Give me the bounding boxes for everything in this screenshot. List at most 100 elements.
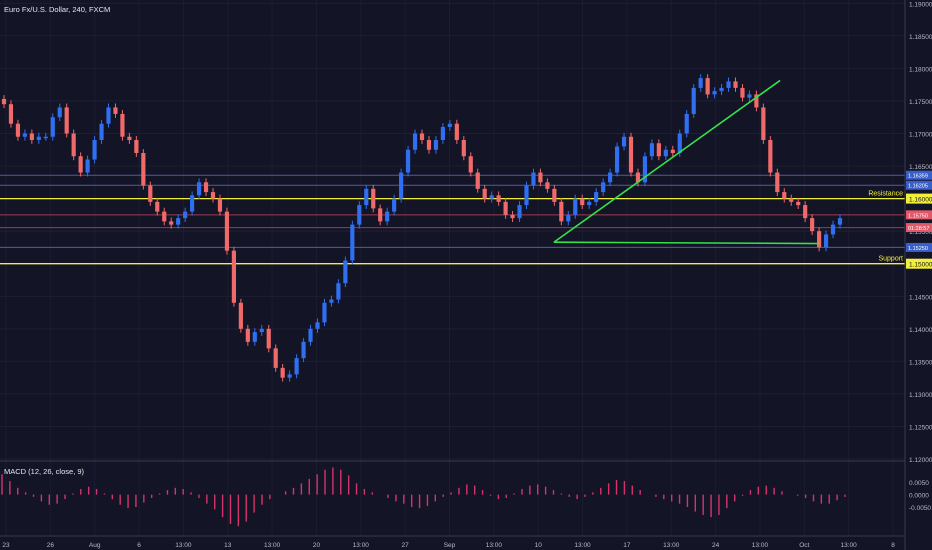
price-tick-label: 1.15500 xyxy=(909,229,932,236)
price-tag-bg xyxy=(906,242,932,252)
candle-body xyxy=(399,172,404,199)
price-tags: 1.16000 1.15000 1.16359 1.16205 1.15750 01:28… xyxy=(906,170,932,269)
trendlines xyxy=(553,79,820,245)
candle-body xyxy=(127,136,132,140)
candle-body xyxy=(719,87,724,92)
candle-body xyxy=(573,198,578,215)
candle-body xyxy=(447,123,452,127)
candle-body xyxy=(8,104,14,124)
candle-body xyxy=(614,146,620,173)
candle-body xyxy=(85,159,90,173)
candle-body xyxy=(691,87,696,114)
candle-body xyxy=(385,211,390,222)
candle-body xyxy=(350,224,355,261)
candle-body xyxy=(357,205,362,225)
candle-body xyxy=(587,201,592,206)
candle-body xyxy=(789,198,794,202)
time-tick-label: 20 xyxy=(313,542,321,549)
candle-body xyxy=(531,172,536,186)
candle-body xyxy=(698,78,703,88)
candle-body xyxy=(712,91,717,95)
candle-body xyxy=(670,149,675,154)
price-tick-label: 1.12000 xyxy=(909,457,932,464)
support-label: Support xyxy=(878,256,903,263)
support-price-tag: 1.15000 xyxy=(909,262,932,269)
candle-body xyxy=(642,156,648,183)
candle-body xyxy=(405,149,411,173)
candle-body xyxy=(308,328,313,342)
time-tick-label: Aug xyxy=(89,542,101,549)
candle-body xyxy=(273,348,278,368)
symbol-title: Euro Fx/U.S. Dollar, 240, FXCM xyxy=(4,5,111,14)
candle-body xyxy=(120,113,125,137)
candle-body xyxy=(747,94,752,98)
candle-body xyxy=(454,123,459,140)
price-tick-label: 1.14500 xyxy=(909,294,932,301)
candle-body xyxy=(294,358,299,375)
candle-body xyxy=(545,182,550,189)
candle-body xyxy=(71,133,76,157)
candle-body xyxy=(677,133,682,154)
candle-body xyxy=(433,139,439,150)
candle-body xyxy=(36,136,41,140)
candle-body xyxy=(461,139,466,157)
candle-body xyxy=(322,302,327,323)
candle-body xyxy=(169,221,174,225)
candle-body xyxy=(684,113,689,134)
candle-body xyxy=(252,332,257,342)
candle-body xyxy=(817,231,822,248)
trendline xyxy=(553,241,820,245)
candle-body xyxy=(378,208,383,222)
price-tag-bg xyxy=(906,210,932,220)
time-tick-label: 13:00 xyxy=(264,542,281,549)
price-tag: 1.15250 xyxy=(908,246,928,252)
candle-body xyxy=(155,201,160,212)
candle-body xyxy=(733,81,738,88)
candle-body xyxy=(64,107,69,134)
candle-body xyxy=(203,182,209,193)
candle-body xyxy=(196,182,202,196)
candle-body xyxy=(628,136,634,173)
candle-body xyxy=(245,328,250,342)
time-tick-label: 13:00 xyxy=(353,542,370,549)
candle-body xyxy=(663,149,668,157)
gridlines xyxy=(0,0,905,536)
time-tick-label: 24 xyxy=(712,542,720,549)
time-tick-label: 13:00 xyxy=(175,542,192,549)
candle-body xyxy=(217,198,223,212)
candle-body xyxy=(649,143,654,157)
time-tick-label: 10 xyxy=(535,542,543,549)
candle-body xyxy=(78,156,83,173)
price-tag-bg xyxy=(906,223,932,233)
resistance-label: Resistance xyxy=(868,191,903,198)
price-tick-label: 1.14000 xyxy=(909,327,932,334)
time-tick-label: 13:00 xyxy=(663,542,680,549)
macd-title: MACD (12, 26, close, 9) xyxy=(4,467,85,476)
time-tick-label: 8 xyxy=(891,542,895,549)
candle-body xyxy=(656,143,661,157)
candle-body xyxy=(580,198,585,206)
candle-body xyxy=(224,211,230,251)
candle-body xyxy=(336,283,341,300)
macd-histogram xyxy=(1,467,846,527)
candle-body xyxy=(329,299,334,303)
price-tick-label: 1.17000 xyxy=(909,131,932,138)
macd-tick-label: 0.0000 xyxy=(909,493,929,500)
candle-body xyxy=(426,139,432,150)
time-tick-label: Oct xyxy=(799,542,809,549)
candle-body xyxy=(266,328,271,349)
resistance-price-tag-bg xyxy=(906,193,932,204)
candle-body xyxy=(301,341,306,359)
time-tick-label: 6 xyxy=(137,542,141,549)
candle-body xyxy=(837,218,843,225)
candle-body xyxy=(315,322,320,329)
time-tick-label: 23 xyxy=(2,542,10,549)
candle-body xyxy=(559,201,564,222)
candle-body xyxy=(22,133,27,137)
candlestick-series xyxy=(1,74,843,382)
price-tag: 1.16359 xyxy=(908,174,928,180)
candle-body xyxy=(259,328,264,333)
price-tick-label: 1.18000 xyxy=(909,66,932,73)
